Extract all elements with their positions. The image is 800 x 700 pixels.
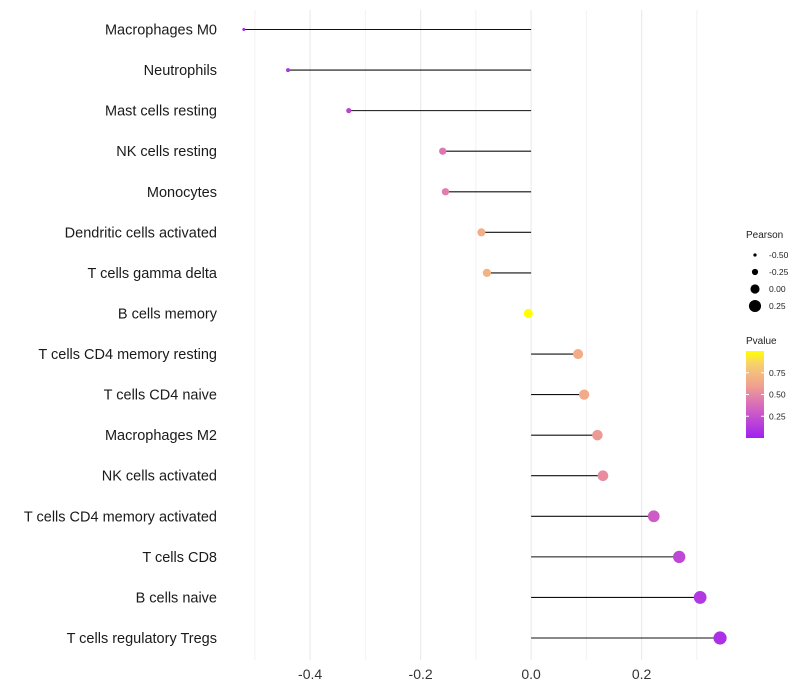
color-legend-title: Pvalue xyxy=(746,336,777,347)
lollipop-point xyxy=(242,28,246,31)
size-legend-label: -0.25 xyxy=(769,267,789,277)
lollipop-point xyxy=(592,429,603,441)
size-legend-label: 0.25 xyxy=(769,301,786,311)
lollipop-point xyxy=(477,228,486,237)
size-legend-label: -0.50 xyxy=(769,250,789,260)
lollipop-point xyxy=(523,308,533,319)
category-labels: Macrophages M0 Neutrophils Mast cells rest… xyxy=(24,23,218,648)
x-tick-label: -0.2 xyxy=(409,666,433,682)
color-legend: Pvalue 0.25 0.50 0.75 xyxy=(746,336,786,438)
category-label: Macrophages M2 xyxy=(105,428,217,444)
color-legend-label: 0.25 xyxy=(769,411,786,421)
size-legend-dot xyxy=(750,284,760,294)
lollipop-point xyxy=(286,68,290,73)
category-label: T cells gamma delta xyxy=(88,266,218,282)
lollipop-point xyxy=(713,631,727,645)
lollipop-point xyxy=(597,470,609,482)
x-tick-label: 0.0 xyxy=(521,666,541,682)
lollipop-points xyxy=(242,28,727,645)
size-legend: Pearson -0.50 -0.25 0.00 0.25 xyxy=(746,230,789,313)
category-label: Neutrophils xyxy=(144,63,217,79)
category-label: B cells memory xyxy=(118,306,218,322)
color-legend-bar xyxy=(746,351,764,438)
category-label: Macrophages M0 xyxy=(105,23,217,39)
lollipop-point xyxy=(647,510,660,523)
size-legend-dot xyxy=(753,253,757,257)
grid-lines xyxy=(254,10,698,660)
category-label: Monocytes xyxy=(147,185,217,201)
lollipop-point xyxy=(441,188,450,196)
category-label: B cells naive xyxy=(136,590,217,606)
category-label: Mast cells resting xyxy=(105,104,217,120)
color-legend-label: 0.75 xyxy=(769,368,786,378)
lollipop-point xyxy=(579,389,590,400)
category-label: T cells regulatory Tregs xyxy=(67,631,217,647)
size-legend-dot xyxy=(748,299,762,313)
x-axis-ticks: -0.4 -0.2 0.0 0.2 xyxy=(298,666,651,682)
size-legend-title: Pearson xyxy=(746,230,783,241)
x-tick-label: 0.2 xyxy=(632,666,652,682)
lollipop-point xyxy=(482,268,492,277)
lollipop-point xyxy=(439,147,447,155)
category-label: Dendritic cells activated xyxy=(65,225,217,241)
x-tick-label: -0.4 xyxy=(298,666,322,682)
category-label: T cells CD4 memory resting xyxy=(38,347,217,363)
lollipop-point xyxy=(572,348,584,360)
category-label: T cells CD8 xyxy=(142,550,217,566)
size-legend-dot xyxy=(751,268,759,276)
color-legend-label: 0.50 xyxy=(769,390,786,400)
lollipop-point xyxy=(346,108,352,114)
category-label: NK cells activated xyxy=(102,469,217,485)
size-legend-label: 0.00 xyxy=(769,284,786,294)
category-label: NK cells resting xyxy=(116,144,217,160)
category-label: T cells CD4 memory activated xyxy=(24,509,217,525)
category-label: T cells CD4 naive xyxy=(104,388,217,404)
lollipop-point xyxy=(673,550,686,564)
lollipop-point xyxy=(693,591,707,604)
lollipop-segments xyxy=(243,28,721,639)
